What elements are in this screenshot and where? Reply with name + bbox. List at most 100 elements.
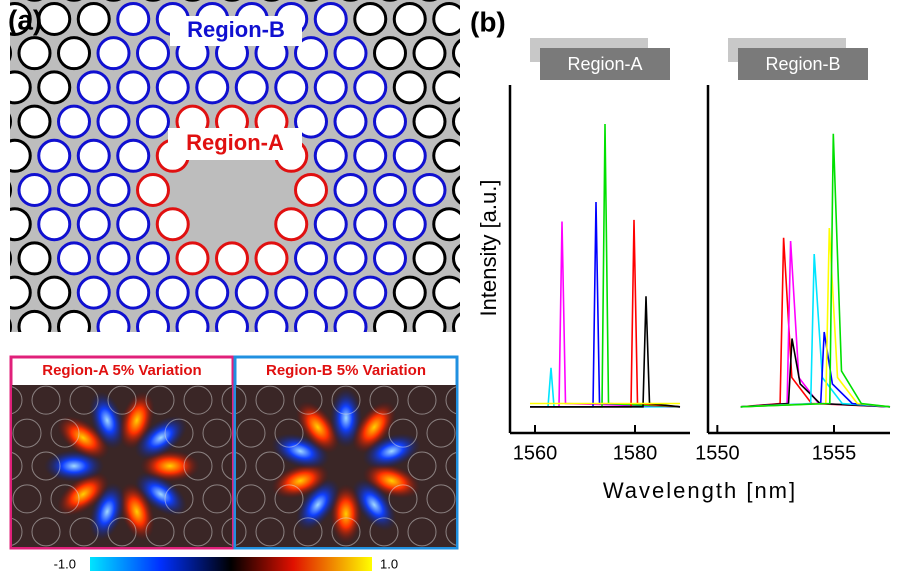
air-hole (315, 3, 346, 34)
air-hole (0, 175, 11, 206)
hole-outline (503, 485, 531, 513)
air-hole (454, 38, 485, 69)
air-hole (414, 38, 445, 69)
air-hole (335, 106, 366, 137)
air-hole (414, 175, 445, 206)
air-hole (394, 277, 425, 308)
air-hole (118, 209, 149, 240)
air-hole (335, 243, 366, 274)
air-hole (296, 175, 327, 206)
air-hole (375, 311, 406, 342)
hole-outline (465, 353, 493, 381)
spectrum-line (530, 124, 680, 407)
chart-title: Region-A (567, 54, 642, 74)
air-hole (414, 243, 445, 274)
air-hole (256, 243, 287, 274)
air-hole (217, 243, 248, 274)
hole-outline (465, 551, 493, 576)
air-hole (355, 209, 386, 240)
hole-outline (0, 353, 3, 381)
chart-title: Region-B (765, 54, 840, 74)
air-hole (434, 277, 465, 308)
air-hole (335, 311, 366, 342)
air-hole (375, 243, 406, 274)
air-hole (335, 38, 366, 69)
air-hole (78, 209, 109, 240)
air-hole (98, 243, 129, 274)
air-hole (296, 311, 327, 342)
hole-outline (579, 551, 607, 576)
hole-outline (484, 452, 512, 480)
air-hole (59, 243, 90, 274)
hole-outline (522, 518, 550, 546)
air-hole (138, 243, 169, 274)
air-hole (157, 72, 188, 103)
air-hole (78, 140, 109, 171)
air-hole (118, 277, 149, 308)
air-hole (414, 311, 445, 342)
air-hole (157, 209, 188, 240)
hole-outline (0, 551, 3, 576)
panel-label: (a) (8, 4, 42, 35)
air-hole (138, 311, 169, 342)
air-hole (414, 106, 445, 137)
air-hole (19, 243, 50, 274)
air-hole (197, 277, 228, 308)
air-hole (39, 140, 70, 171)
air-hole (454, 106, 485, 137)
air-hole (276, 72, 307, 103)
air-hole (98, 106, 129, 137)
air-hole (355, 3, 386, 34)
figure: Region-B Region-A (a) Region-A 5% Variat… (0, 0, 897, 576)
air-hole (39, 3, 70, 34)
air-hole (59, 106, 90, 137)
air-hole (138, 38, 169, 69)
y-axis-label: Intensity [a.u.] (476, 180, 501, 317)
colorbar (90, 557, 372, 571)
mode-title: Region-B 5% Variation (266, 362, 426, 379)
air-hole (19, 175, 50, 206)
air-hole (0, 106, 11, 137)
air-hole (236, 277, 267, 308)
region-a-label: Region-A (186, 130, 284, 155)
air-hole (118, 3, 149, 34)
air-hole (78, 277, 109, 308)
spectrum-line (741, 228, 890, 407)
hole-outline (541, 485, 569, 513)
air-hole (375, 38, 406, 69)
region-b-label: Region-B (187, 17, 285, 42)
air-hole (0, 243, 11, 274)
air-hole (98, 38, 129, 69)
spectrum-line (530, 368, 680, 407)
hole-outline (0, 485, 3, 513)
air-hole (434, 72, 465, 103)
air-hole (296, 243, 327, 274)
hole-outline (560, 518, 588, 546)
air-hole (19, 106, 50, 137)
air-hole (217, 311, 248, 342)
air-hole (19, 311, 50, 342)
air-hole (315, 72, 346, 103)
x-tick-label: 1550 (695, 442, 740, 464)
air-hole (394, 209, 425, 240)
x-axis-label: Wavelength [nm] (603, 478, 797, 503)
hole-outline (0, 419, 3, 447)
air-hole (434, 140, 465, 171)
air-hole (0, 311, 11, 342)
air-hole (59, 175, 90, 206)
air-hole (177, 243, 208, 274)
air-hole (0, 72, 30, 103)
air-hole (315, 140, 346, 171)
air-hole (394, 140, 425, 171)
colorbar-tick-label: -1.0 (54, 556, 76, 571)
air-hole (0, 277, 30, 308)
air-hole (157, 277, 188, 308)
air-hole (0, 38, 11, 69)
air-hole (236, 72, 267, 103)
hole-outline (13, 551, 41, 576)
x-tick-label: 1580 (613, 442, 658, 464)
x-tick-label: 1560 (513, 442, 558, 464)
air-hole (434, 3, 465, 34)
air-hole (197, 72, 228, 103)
air-hole (335, 175, 366, 206)
